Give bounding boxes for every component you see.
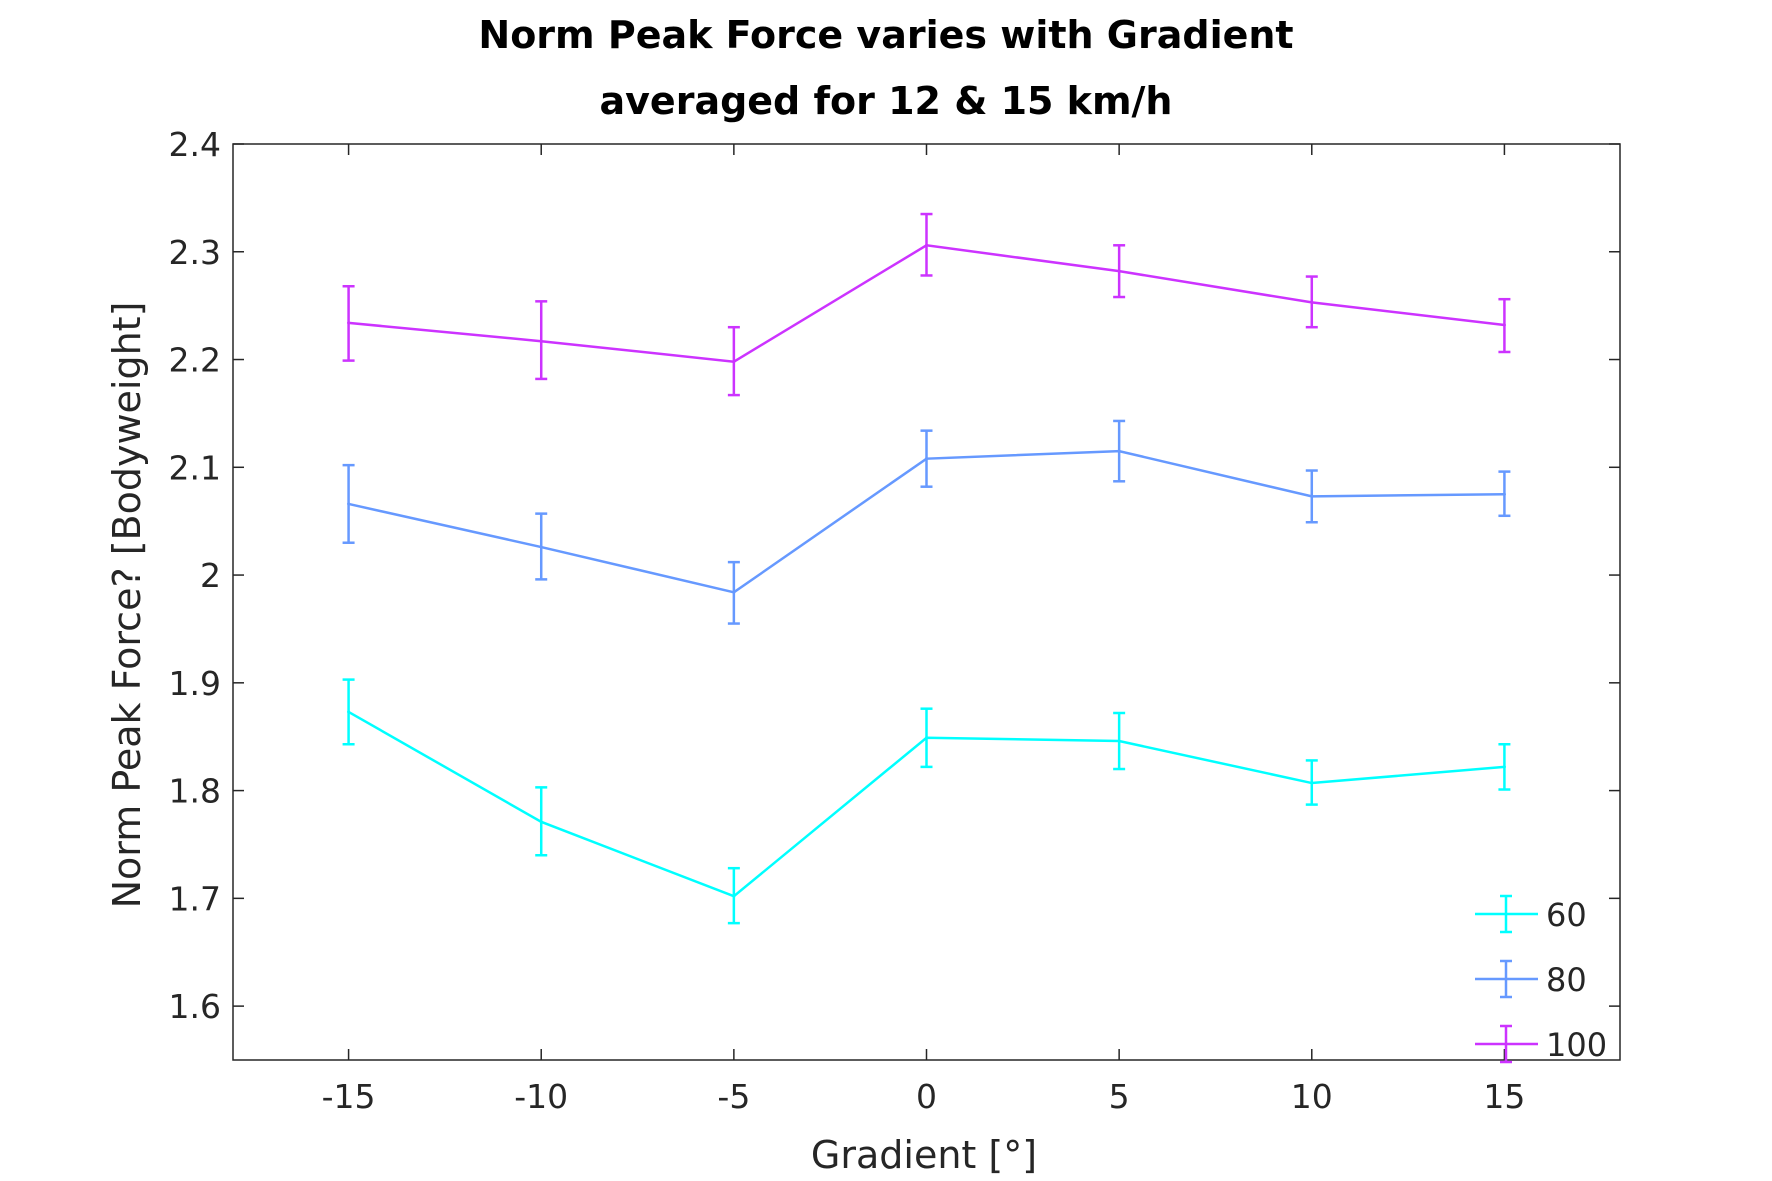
y-tick-label: 2.1 [169,448,221,487]
x-tick-label: 10 [1291,1077,1333,1116]
legend-label-80: 80 [1546,961,1587,999]
data-point-60 [732,894,736,898]
x-tick-label: 0 [916,1077,937,1116]
y-tick-label: 2.3 [169,233,221,272]
x-tick-label: -10 [514,1077,568,1116]
data-point-80 [1117,449,1121,453]
data-point-100 [347,321,351,325]
y-axis-label: Norm Peak Force? [Bodyweight] [105,302,149,909]
x-tick-label: 15 [1483,1077,1525,1116]
data-point-60 [1310,781,1314,785]
y-tick-label: 1.9 [169,664,221,703]
x-tick-label: 5 [1109,1077,1130,1116]
data-point-100 [1117,269,1121,273]
axes-box [232,143,1621,1061]
y-tick-label: 2 [200,556,221,595]
data-point-100 [732,360,736,364]
data-point-80 [925,457,928,461]
x-tick-label: -5 [717,1077,750,1116]
x-axis-label: Gradient [°] [811,1133,1037,1177]
data-point-100 [539,339,543,343]
y-tick-label: 1.8 [169,772,221,811]
plot-area: -15 -10 -5 0 5 10 15 1.6 1.7 1.8 1.9 2 2.1 2.2 2.3 2.4 [169,125,1621,1116]
y-tick-label: 2.2 [169,341,221,380]
data-point-80 [347,502,351,506]
chart-subtitle: averaged for 12 & 15 km/h [600,79,1173,123]
data-point-80 [1310,494,1314,498]
legend-label-100: 100 [1546,1026,1607,1064]
data-point-80 [539,545,543,549]
y-tick-label: 1.7 [169,879,221,918]
y-tick-label: 2.4 [169,125,221,164]
data-point-80 [1502,492,1506,496]
data-point-60 [347,710,351,714]
legend-label-60: 60 [1546,896,1587,934]
data-point-100 [1502,323,1506,327]
data-point-60 [1502,765,1506,769]
data-point-100 [1310,300,1314,304]
y-tick-label: 1.6 [169,987,221,1026]
data-point-80 [732,590,736,594]
data-point-60 [539,820,543,824]
legend: 60 80 100 [1475,894,1607,1064]
chart-title: Norm Peak Force varies with Gradient [478,13,1293,57]
data-point-100 [925,243,928,247]
data-point-60 [925,736,928,740]
x-tick-label: -15 [322,1077,376,1116]
data-point-60 [1117,739,1121,743]
